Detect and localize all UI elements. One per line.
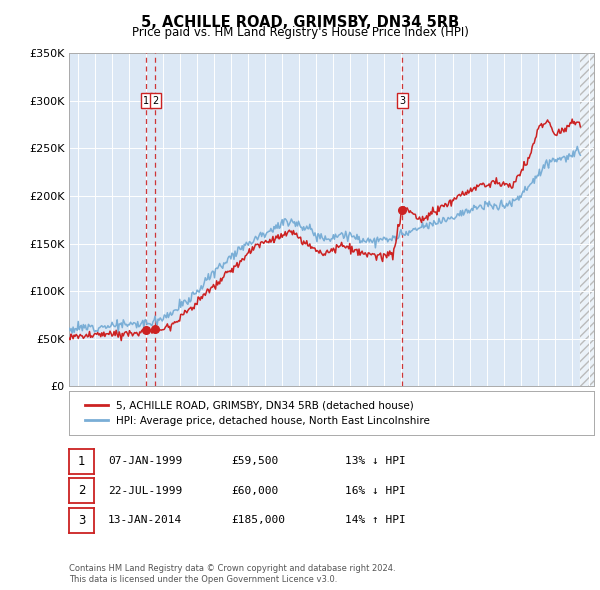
Text: £185,000: £185,000: [231, 516, 285, 525]
Text: 2: 2: [152, 96, 158, 106]
Text: £59,500: £59,500: [231, 457, 278, 466]
Text: 3: 3: [78, 514, 85, 527]
Text: 13-JAN-2014: 13-JAN-2014: [108, 516, 182, 525]
Text: 1: 1: [143, 96, 149, 106]
Text: 13% ↓ HPI: 13% ↓ HPI: [345, 457, 406, 466]
Legend: 5, ACHILLE ROAD, GRIMSBY, DN34 5RB (detached house), HPI: Average price, detache: 5, ACHILLE ROAD, GRIMSBY, DN34 5RB (deta…: [79, 395, 435, 431]
Text: 5, ACHILLE ROAD, GRIMSBY, DN34 5RB: 5, ACHILLE ROAD, GRIMSBY, DN34 5RB: [141, 15, 459, 30]
Text: This data is licensed under the Open Government Licence v3.0.: This data is licensed under the Open Gov…: [69, 575, 337, 584]
Text: 16% ↓ HPI: 16% ↓ HPI: [345, 486, 406, 496]
Text: 2: 2: [78, 484, 85, 497]
Text: 3: 3: [399, 96, 405, 106]
Text: 22-JUL-1999: 22-JUL-1999: [108, 486, 182, 496]
Text: 07-JAN-1999: 07-JAN-1999: [108, 457, 182, 466]
Bar: [580, 53, 594, 386]
Text: Price paid vs. HM Land Registry's House Price Index (HPI): Price paid vs. HM Land Registry's House …: [131, 26, 469, 39]
Text: Contains HM Land Registry data © Crown copyright and database right 2024.: Contains HM Land Registry data © Crown c…: [69, 565, 395, 573]
Text: 14% ↑ HPI: 14% ↑ HPI: [345, 516, 406, 525]
Text: £60,000: £60,000: [231, 486, 278, 496]
Bar: [580, 53, 594, 386]
Text: 1: 1: [78, 455, 85, 468]
